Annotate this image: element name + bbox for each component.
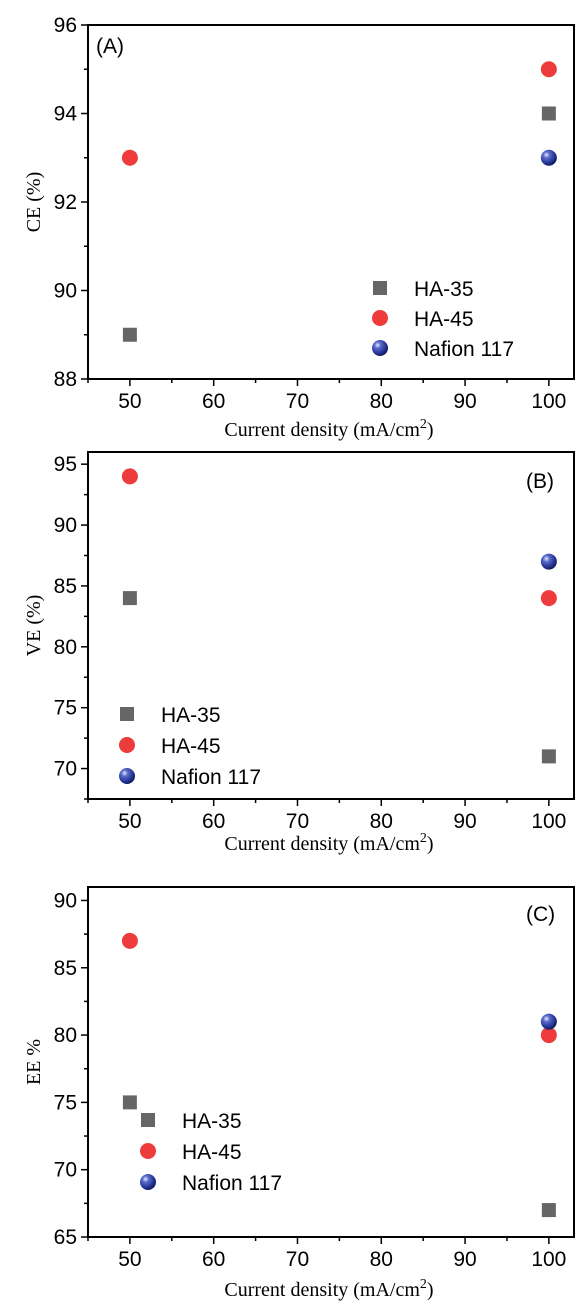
- panel-label: (C): [526, 903, 555, 926]
- y-tick-label: 70: [54, 1159, 77, 1182]
- legend-marker: [119, 737, 135, 753]
- x-tick-label: 90: [453, 810, 476, 833]
- legend-label: HA-35: [414, 278, 474, 301]
- legend-label: HA-35: [182, 1110, 242, 1133]
- x-tick-label: 100: [531, 1248, 566, 1271]
- y-tick-label: 94: [54, 103, 78, 126]
- y-tick-label: 90: [54, 514, 77, 537]
- x-tick-label: 50: [118, 1248, 141, 1271]
- data-point-square: [541, 749, 556, 764]
- x-tick-label: 90: [453, 390, 476, 413]
- legend-marker: [140, 1174, 156, 1190]
- x-tick-label: 60: [202, 1248, 225, 1271]
- data-point-square: [541, 106, 556, 121]
- panel-label: (A): [96, 35, 124, 58]
- chart-panel-2: 50 60 70 80 90 100 70 75 80 85 90 95 Current density…: [23, 451, 575, 855]
- data-point-circle: [121, 468, 138, 485]
- y-tick-label: 75: [54, 1091, 77, 1114]
- x-axis-title: Current density (mA/cm2): [224, 417, 433, 441]
- y-tick-label: 85: [54, 575, 77, 598]
- legend-marker: [140, 1143, 156, 1159]
- data-point-square: [122, 327, 137, 342]
- y-axis-title: EE %: [23, 1039, 45, 1085]
- data-point-sphere: [540, 149, 557, 166]
- legend-marker: [119, 768, 135, 784]
- panel-label: (B): [526, 470, 554, 493]
- legend-label: Nafion 117: [414, 338, 514, 361]
- x-tick-label: 70: [286, 390, 309, 413]
- legend-label: Nafion 117: [182, 1172, 282, 1195]
- y-tick-label: 95: [54, 453, 77, 476]
- data-point-square: [122, 591, 137, 606]
- x-tick-label: 80: [370, 810, 393, 833]
- plot-frame: [87, 451, 575, 800]
- y-tick-label: 75: [54, 697, 77, 720]
- x-tick-label: 100: [531, 390, 566, 413]
- x-tick-label: 80: [370, 390, 393, 413]
- legend-label: HA-45: [414, 308, 474, 331]
- x-axis-title: Current density (mA/cm2): [224, 1277, 433, 1301]
- x-tick-label: 50: [118, 390, 141, 413]
- y-axis-title: VE (%): [23, 595, 45, 657]
- y-tick-label: 80: [54, 636, 77, 659]
- legend-label: HA-35: [161, 704, 221, 727]
- data-point-circle: [540, 61, 557, 78]
- y-tick-label: 96: [54, 14, 77, 37]
- data-point-circle: [121, 932, 138, 949]
- chart-panel-3: 50 60 70 80 90 100 65 70 75 80 85 90 Current density…: [23, 886, 575, 1301]
- legend-marker: [372, 340, 388, 356]
- data-point-square: [122, 1095, 137, 1110]
- y-tick-label: 90: [54, 280, 77, 303]
- data-point-sphere: [540, 1013, 557, 1030]
- y-tick-label: 92: [54, 191, 77, 214]
- legend-marker: [373, 281, 387, 295]
- data-point-circle: [121, 149, 138, 166]
- legend-label: Nafion 117: [161, 766, 261, 789]
- legend: HA-35 HA-45 Nafion 117: [140, 1110, 282, 1195]
- y-tick-label: 90: [54, 889, 77, 912]
- legend-label: HA-45: [161, 735, 221, 758]
- x-axis-title: Current density (mA/cm2): [224, 831, 433, 855]
- data-point-circle: [540, 1027, 557, 1044]
- plot-frame: [87, 24, 575, 380]
- y-tick-label: 65: [54, 1226, 77, 1249]
- legend: HA-35 HA-45 Nafion 117: [119, 704, 261, 789]
- x-tick-label: 60: [202, 390, 225, 413]
- chart-panel-1: 50 60 70 80 90 100 88 90 92 94 96 Current density (…: [23, 14, 575, 441]
- x-tick-label: 70: [286, 810, 309, 833]
- x-tick-label: 90: [453, 1248, 476, 1271]
- legend-marker: [120, 707, 134, 721]
- y-axis-title: CE (%): [23, 172, 45, 233]
- plot-frame: [87, 886, 575, 1238]
- legend: HA-35 HA-45 Nafion 117: [372, 278, 514, 361]
- y-tick-label: 85: [54, 957, 77, 980]
- data-point-sphere: [540, 553, 557, 570]
- y-tick-label: 70: [54, 758, 77, 781]
- x-tick-label: 60: [202, 810, 225, 833]
- x-tick-label: 70: [286, 1248, 309, 1271]
- data-point-circle: [540, 590, 557, 607]
- legend-marker: [372, 310, 388, 326]
- x-tick-label: 100: [531, 810, 566, 833]
- x-tick-label: 80: [370, 1248, 393, 1271]
- x-tick-label: 50: [118, 810, 141, 833]
- data-point-square: [541, 1203, 556, 1218]
- y-tick-label: 88: [54, 368, 77, 391]
- y-tick-label: 80: [54, 1024, 77, 1047]
- legend-marker: [141, 1113, 155, 1127]
- legend-label: HA-45: [182, 1141, 242, 1164]
